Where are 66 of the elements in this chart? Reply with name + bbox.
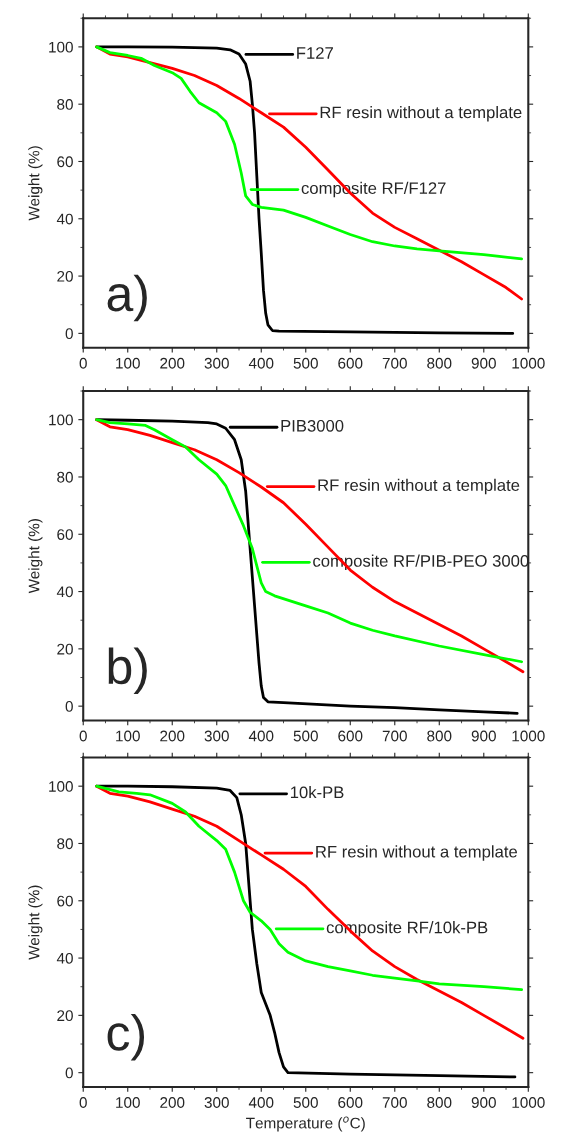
y-tick-label: 80 [57,838,73,850]
x-tick-label: 600 [338,1097,363,1108]
x-tick-label: 300 [204,1097,229,1108]
y-tick-label: 40 [56,213,73,225]
x-tick-label: 600 [338,730,363,742]
x-tick-label: 500 [293,730,318,742]
annotation: c) [107,1014,145,1061]
y-tick-label: 80 [57,99,73,110]
x-tick-label: 700 [382,1097,407,1108]
legend-label: F127 [297,47,333,59]
x-tick-label: 100 [116,357,140,369]
x-tick-label: 900 [471,1097,496,1108]
y-tick-label: 0 [65,328,73,340]
y-axis-title: Weight (%) [28,146,43,221]
y-tick-label: 0 [65,701,73,712]
x-tick-label: 300 [204,730,229,742]
x-axis-title: Temperature ($^{o}$C) [246,1116,365,1132]
x-tick-label: 0 [79,730,87,742]
legend-label: RF resin without a template [318,478,520,495]
x-tick-label: 200 [160,730,185,742]
x-tick-label: 800 [427,1097,452,1108]
x-tick-label: 0 [79,1097,87,1108]
y-tick-label: 100 [49,41,73,53]
x-tick-label: 1000 [512,357,545,369]
x-tick-label: 500 [293,357,318,369]
x-tick-label: 1000 [512,730,545,742]
y-tick-label: 20 [57,1010,73,1022]
x-tick-label: 200 [160,1097,185,1108]
y-tick-label: 100 [49,781,73,792]
y-axis-title: Weight (%) [28,519,43,594]
x-tick-label: 800 [427,730,452,742]
x-tick-label: 900 [471,357,496,369]
x-tick-label: 0 [79,357,87,369]
legend-label: PIB3000 [281,419,344,432]
y-tick-label: 100 [49,414,73,426]
x-tick-label: 1000 [512,1097,545,1108]
x-tick-label: 300 [204,357,229,369]
y-tick-label: 40 [56,952,73,964]
y-tick-label: 60 [57,156,73,168]
legend-label: RF resin without a template [316,845,518,861]
y-tick-label: 20 [57,643,73,655]
x-tick-label: 600 [338,357,363,369]
x-tick-label: 400 [248,730,274,742]
annotation: b) [108,647,147,695]
x-tick-label: 200 [160,357,185,369]
x-tick-label: 100 [116,1097,140,1108]
y-axis-title: Weight (%) [28,885,43,960]
y-tick-label: 80 [57,471,73,483]
legend-label: RF resin without a template [320,106,522,122]
y-tick-label: 60 [57,529,73,540]
x-tick-label: 400 [248,357,274,369]
legend-label: 10k-PB [290,786,344,799]
x-tick-label: 500 [293,1097,318,1108]
x-tick-label: 100 [116,730,140,742]
x-tick-label: 800 [427,357,452,369]
x-tick-label: 700 [382,730,407,742]
line-series [95,784,524,991]
x-tick-label: 700 [382,357,407,369]
y-tick-label: 20 [57,270,73,282]
x-tick-label: 900 [471,730,496,742]
line-series [95,45,524,261]
x-tick-label: 400 [248,1097,274,1108]
y-tick-label: 0 [65,1067,73,1079]
y-tick-label: 60 [57,895,73,907]
y-tick-label: 40 [56,586,73,598]
annotation: a) [107,274,147,322]
